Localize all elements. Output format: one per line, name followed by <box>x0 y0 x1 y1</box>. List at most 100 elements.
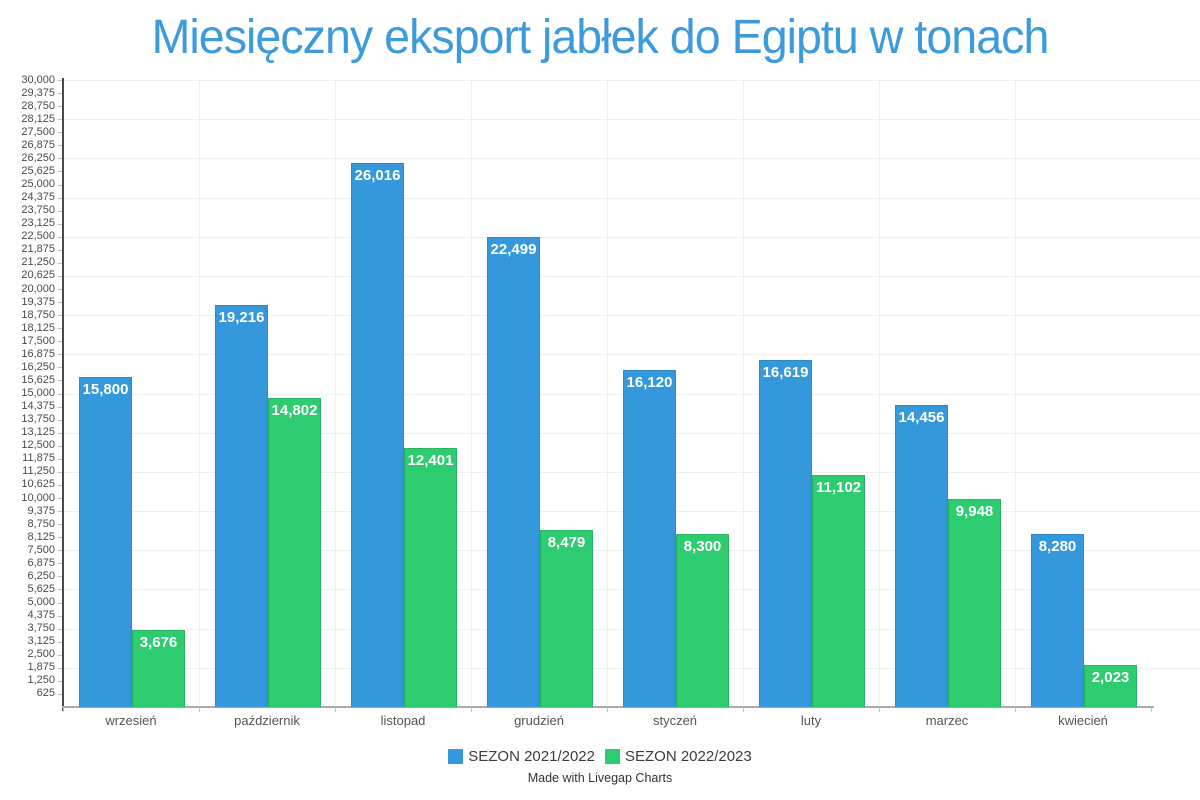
x-axis-label: grudzień <box>514 713 564 728</box>
y-axis-tick-label: 23,125 <box>21 217 55 230</box>
y-axis-tick-label: 3,750 <box>27 622 55 635</box>
y-axis-tick-label: 8,750 <box>27 517 55 530</box>
y-tick-mark <box>57 275 63 277</box>
x-axis-label: marzec <box>925 713 969 728</box>
y-tick-mark <box>57 628 63 630</box>
y-axis-tick-label: 16,250 <box>21 360 55 373</box>
legend-label-season-2022-2023: SEZON 2022/2023 <box>625 748 752 765</box>
y-tick-mark <box>57 667 63 669</box>
bar-series1 <box>623 370 676 707</box>
bar-value-label: 16,120 <box>626 374 673 392</box>
y-axis-tick-label: 15,000 <box>21 387 55 399</box>
bar-value-label: 8,280 <box>1038 537 1077 555</box>
y-tick-mark <box>57 393 63 395</box>
y-axis-tick-label: 6,250 <box>27 569 55 582</box>
y-axis-tick-label: 625 <box>36 687 55 700</box>
bar-value-label: 15,800 <box>82 380 129 398</box>
y-axis-tick-label: 18,750 <box>21 308 55 321</box>
y-axis-tick-label: 28,125 <box>21 112 55 125</box>
y-tick-mark <box>57 315 63 317</box>
h-gridline <box>63 158 1200 160</box>
bar-series2 <box>812 474 865 707</box>
y-axis-tick-label: 16,875 <box>21 347 55 360</box>
y-axis-tick-label: 11,250 <box>22 465 55 478</box>
bar-value-label: 8,479 <box>547 533 586 551</box>
x-axis-label: październik <box>234 713 300 728</box>
y-axis-tick-label: 30,000 <box>21 73 55 86</box>
legend-label-season-2021-2022: SEZON 2021/2022 <box>468 748 595 765</box>
y-tick-mark <box>57 184 63 186</box>
y-tick-mark <box>57 367 63 369</box>
x-axis-label: listopad <box>380 713 426 728</box>
v-gridline <box>335 80 336 707</box>
y-tick-mark <box>57 471 63 473</box>
y-tick-mark <box>57 380 63 382</box>
y-tick-mark <box>57 80 63 81</box>
bar-series1 <box>351 163 404 707</box>
y-tick-mark <box>57 537 63 539</box>
bar-value-label: 22,499 <box>490 240 537 258</box>
y-tick-mark <box>57 236 63 238</box>
y-axis-tick-label: 20,000 <box>21 282 55 295</box>
y-axis-line <box>62 78 64 711</box>
bar-value-label: 3,676 <box>139 634 178 652</box>
y-tick-mark <box>57 484 63 486</box>
y-tick-mark <box>57 93 63 95</box>
y-tick-mark <box>57 654 63 656</box>
y-axis-tick-label: 26,250 <box>21 151 55 164</box>
y-tick-mark <box>57 354 63 356</box>
y-axis-tick-label: 29,375 <box>21 86 55 99</box>
footer-credit: Made with Livegap Charts <box>527 771 673 785</box>
y-tick-mark <box>57 680 63 682</box>
x-axis-label: kwiecień <box>1058 713 1108 728</box>
bar-series1 <box>1031 533 1084 707</box>
y-axis-tick-label: 17,500 <box>21 334 55 347</box>
legend: SEZON 2021/2022 SEZON 2022/2023 <box>0 748 1200 765</box>
y-tick-mark <box>57 262 63 264</box>
x-tick-mark <box>879 707 880 712</box>
x-tick-mark <box>199 707 200 712</box>
v-gridline <box>879 80 880 707</box>
bar-series2 <box>948 499 1001 707</box>
legend-swatch-blue-icon <box>448 749 464 764</box>
bar-series1 <box>487 236 540 707</box>
y-axis-tick-label: 19,375 <box>21 295 55 308</box>
y-axis-tick-label: 20,625 <box>21 269 55 282</box>
y-axis-tick-label: 5,000 <box>27 596 55 608</box>
y-axis-tick-label: 14,375 <box>21 400 55 413</box>
bar-value-label: 14,456 <box>898 408 945 426</box>
h-gridline <box>63 275 1200 277</box>
bar-series2 <box>268 397 321 707</box>
bar-series2 <box>404 447 457 707</box>
bar-series1 <box>79 376 132 707</box>
h-gridline <box>63 236 1200 238</box>
y-axis-tick-label: 2,500 <box>27 648 55 661</box>
y-axis-tick-label: 27,500 <box>21 125 55 138</box>
bar-value-label: 9,948 <box>955 503 994 521</box>
y-tick-mark <box>57 576 63 578</box>
y-axis-tick-label: 7,500 <box>27 543 55 556</box>
y-tick-mark <box>57 550 63 552</box>
x-axis-label: styczeń <box>652 713 698 728</box>
y-axis-tick-label: 6,875 <box>27 556 55 569</box>
legend-item-season-2021-2022: SEZON 2021/2022 <box>448 748 595 765</box>
y-axis-tick-label: 18,125 <box>21 321 55 334</box>
y-tick-mark <box>57 406 63 408</box>
y-axis-tick-label: 23,750 <box>21 204 55 217</box>
y-axis-tick-label: 4,375 <box>27 609 55 622</box>
y-axis-tick-label: 28,750 <box>21 99 55 112</box>
bar-series1 <box>759 359 812 707</box>
y-tick-mark <box>57 119 63 121</box>
bar-value-label: 8,300 <box>683 537 722 555</box>
v-gridline <box>1015 80 1016 707</box>
v-gridline <box>607 80 608 707</box>
y-tick-mark <box>57 511 63 513</box>
y-tick-mark <box>57 302 63 304</box>
x-tick-mark <box>1015 707 1016 712</box>
x-tick-mark <box>743 707 744 712</box>
y-axis-tick-label: 13,125 <box>21 426 55 439</box>
y-axis-tick-label: 1,875 <box>27 661 55 674</box>
y-tick-mark <box>57 341 63 343</box>
v-gridline <box>199 80 200 707</box>
